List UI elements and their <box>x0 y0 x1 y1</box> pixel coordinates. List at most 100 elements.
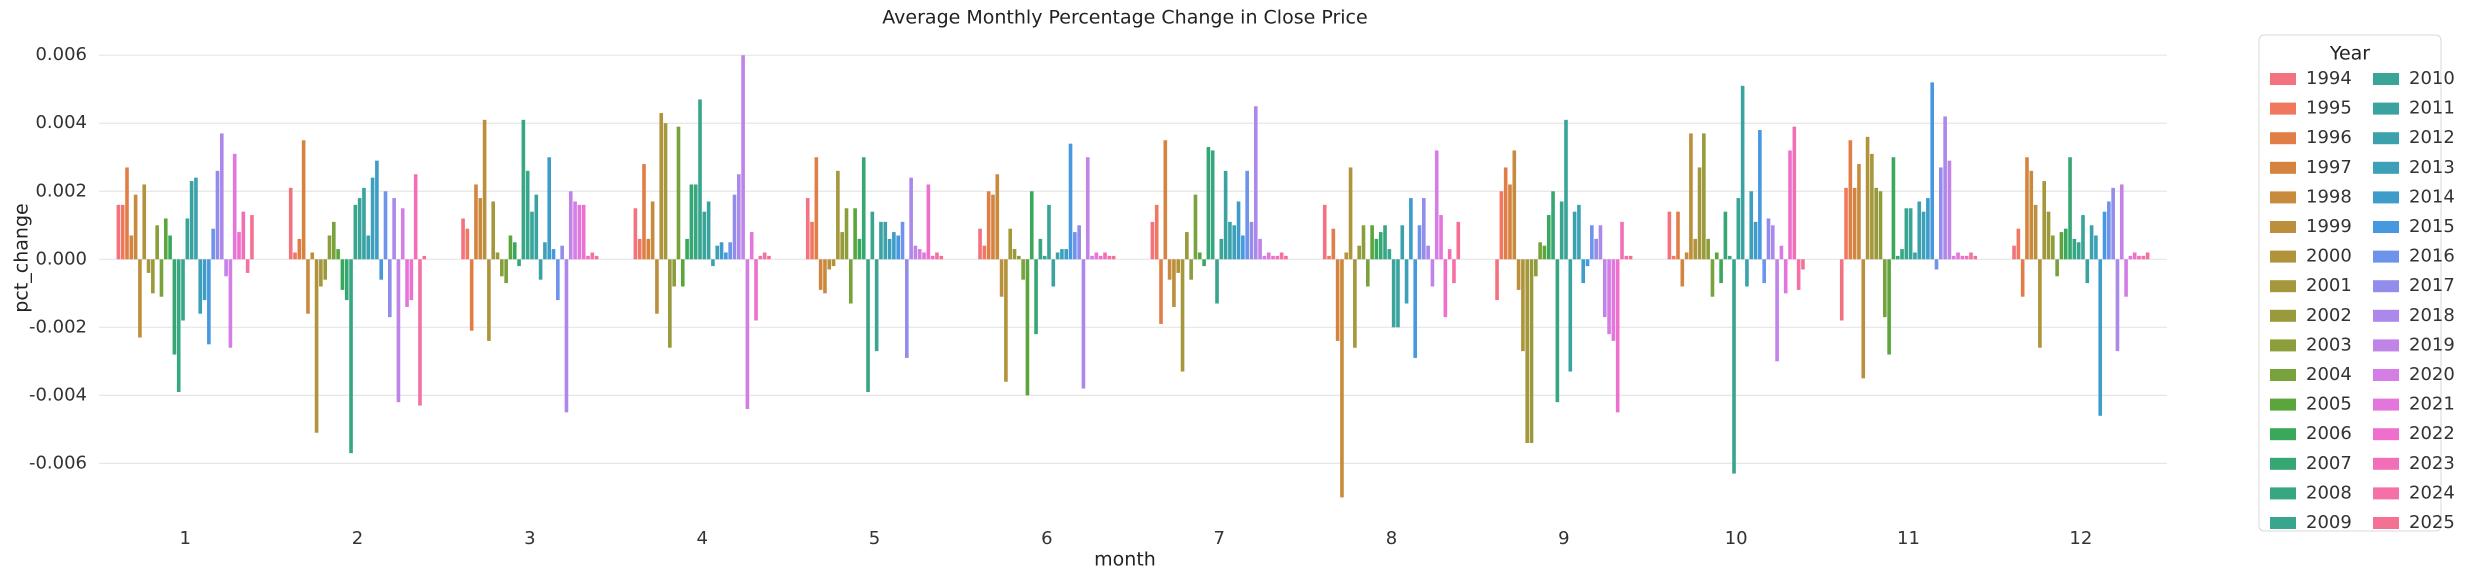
bar <box>491 201 496 260</box>
bar <box>1503 167 1508 260</box>
bar <box>2051 235 2055 260</box>
y-axis-label: pct_change <box>11 203 33 312</box>
bar <box>1327 255 1331 260</box>
legend-label: 1997 <box>2306 157 2352 178</box>
legend-swatch <box>2270 487 2296 500</box>
bar <box>2141 255 2146 260</box>
bar <box>379 259 384 280</box>
bar <box>1348 167 1353 260</box>
bar <box>853 208 857 260</box>
y-tick-label: 0.004 <box>35 112 87 133</box>
bar <box>1068 143 1073 260</box>
bar <box>926 184 931 260</box>
bar <box>331 221 336 260</box>
bar <box>1180 259 1185 372</box>
bar <box>1111 255 1116 260</box>
bar <box>1706 238 1710 260</box>
bar <box>698 99 702 260</box>
legend-label: 2007 <box>2306 453 2352 474</box>
bar <box>1275 255 1280 260</box>
legend-swatch <box>2373 280 2399 293</box>
bar <box>1154 204 1159 260</box>
legend-swatch <box>2373 221 2399 233</box>
bar <box>2076 242 2081 260</box>
bar <box>1378 232 1383 260</box>
bar <box>482 119 487 260</box>
bar <box>1340 259 1344 498</box>
bar <box>133 194 138 260</box>
bar <box>1521 259 1525 352</box>
bar <box>1266 252 1271 260</box>
bar <box>719 242 724 260</box>
bar <box>1555 259 1560 403</box>
legend-label: 2022 <box>2409 423 2455 444</box>
legend: Year 1994 1995 1996 1997 1998 1999 2000 2001 200… <box>2258 34 2455 533</box>
bar <box>2063 228 2068 260</box>
bar <box>1228 221 1232 260</box>
bar <box>883 221 888 260</box>
bar <box>1844 187 1848 260</box>
bar <box>1581 259 1586 284</box>
bar <box>323 259 327 280</box>
bars <box>116 55 2150 498</box>
bar <box>194 177 198 260</box>
bar <box>2132 252 2137 260</box>
bar <box>418 259 422 406</box>
y-tick-label: 0.002 <box>35 180 87 201</box>
legend-swatch <box>2373 191 2399 204</box>
bar <box>1215 259 1219 304</box>
bar <box>1770 225 1775 260</box>
bar <box>228 259 233 348</box>
legend-label: 2005 <box>2306 394 2352 415</box>
bar <box>163 218 168 260</box>
bar <box>500 259 504 277</box>
bar <box>1159 259 1163 324</box>
bar <box>1232 225 1237 260</box>
bar <box>732 194 737 260</box>
bar <box>1969 252 1973 260</box>
bar <box>866 259 870 392</box>
bar <box>1094 252 1099 260</box>
legend-swatch <box>2270 398 2296 411</box>
bar <box>848 259 853 304</box>
bar <box>2128 255 2133 260</box>
legend-swatch <box>2373 487 2399 500</box>
bar <box>1150 221 1155 260</box>
bar <box>982 245 987 260</box>
legend-label: 2009 <box>2306 512 2352 533</box>
legend-label: 2024 <box>2409 482 2455 503</box>
bar <box>1391 259 1396 328</box>
bar <box>999 259 1004 297</box>
bar <box>198 259 203 314</box>
bar <box>560 245 564 260</box>
legend-swatch <box>2373 339 2399 352</box>
bar <box>1926 198 1930 260</box>
bar <box>715 245 720 260</box>
bar <box>1887 259 1891 355</box>
bar <box>1073 232 1077 260</box>
bar <box>900 221 905 260</box>
bar <box>1714 252 1719 260</box>
x-tick-label: 9 <box>1558 528 1569 549</box>
bar <box>870 211 875 260</box>
legend-label: 2016 <box>2409 246 2455 267</box>
legend-label: 2006 <box>2306 423 2352 444</box>
bar <box>857 238 862 260</box>
bar <box>288 187 293 260</box>
bar <box>564 259 569 413</box>
bar <box>1900 249 1904 260</box>
x-tick-label: 2 <box>352 528 363 549</box>
bar <box>310 252 315 260</box>
bar <box>1671 255 1676 260</box>
bar <box>1322 204 1327 260</box>
bar <box>1852 187 1857 260</box>
bar <box>1874 187 1878 260</box>
bar <box>2094 235 2098 260</box>
bar <box>1865 136 1870 260</box>
legend-label: 2020 <box>2409 364 2455 385</box>
bar <box>142 184 147 260</box>
bar <box>1430 259 1435 287</box>
bar <box>1004 259 1008 382</box>
bar <box>353 204 358 260</box>
bar <box>1542 245 1547 260</box>
